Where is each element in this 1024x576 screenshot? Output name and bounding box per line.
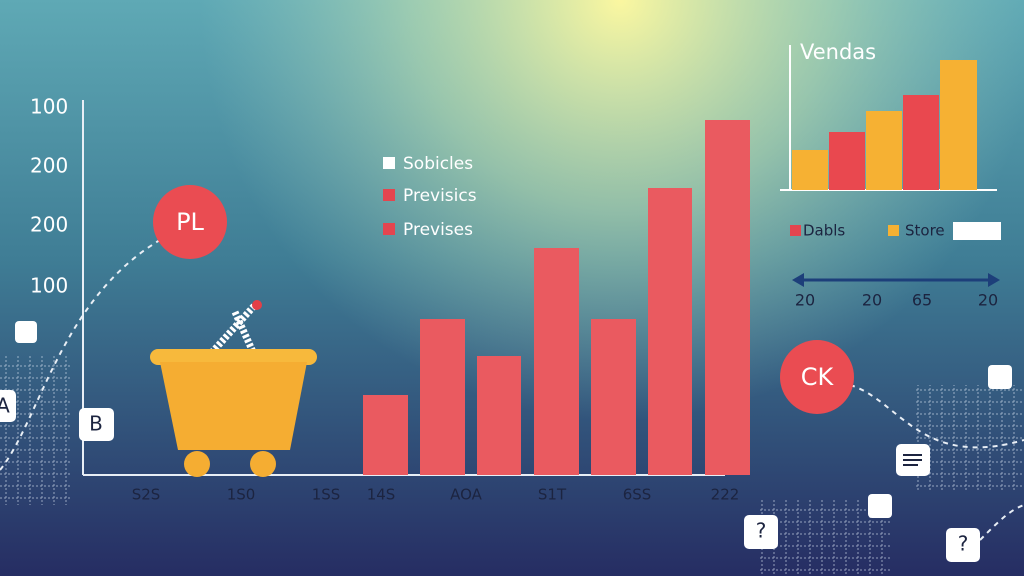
legend-swatch [383,189,395,201]
x-label: S1T [538,486,567,504]
basket-body [160,362,307,450]
bar [363,395,408,475]
legend-label: Sobicles [403,154,473,174]
inset-bar [792,150,828,190]
badge-box [744,515,778,549]
list-icon-lines [903,454,922,466]
legend-label: Previsics [403,186,477,206]
legend-swatch [383,223,395,235]
badge-box [946,528,980,562]
basket-wheel [184,451,210,477]
legend: Sobicles Previsics Previses [383,154,477,240]
scale-label: 65 [912,291,932,310]
inset-title: Vendas [800,40,876,64]
legend-label: Previses [403,220,473,240]
badge-circle [780,340,854,414]
x-label: 1SS [312,486,341,504]
basket-dot [252,300,262,310]
x-label: AOA [450,486,483,504]
y-label: 200 [30,154,68,178]
bars [363,120,750,475]
bar [534,248,579,475]
dashed-curve [849,384,1024,449]
legend-swatch [888,225,899,236]
dashed-curve [0,239,161,471]
badge-label: CK [801,363,835,391]
inset-bar [829,132,865,190]
inset-bar [866,111,902,190]
scale-label: 20 [862,291,882,310]
legend-swatch [790,225,801,236]
badge-label: ? [958,532,969,556]
scale-label: 20 [978,291,998,310]
y-label: 100 [30,95,68,119]
badge-label: PL [176,208,204,236]
square-icon [988,365,1012,389]
y-label: 200 [30,213,68,237]
y-label: 100 [30,274,68,298]
x-label: 222 [711,486,740,504]
scale-label: 20 [795,291,815,310]
bar [705,120,750,475]
bar [477,356,521,475]
grid-decoration [0,355,72,505]
x-label: S2S [132,486,161,504]
basket-handle [231,310,266,374]
badge-box [0,390,16,422]
badge-box [79,408,114,441]
basket-rim [150,349,317,365]
bar [648,188,692,475]
bar [591,319,636,475]
inset-scale: 20 20 65 20 [795,291,998,310]
badge-label: A [0,394,10,418]
square-icon [15,321,37,343]
x-axis-labels: S2S 1S0 1SS 14S AOA S1T 6SS 222 [132,486,740,504]
x-label: 14S [367,486,396,504]
y-axis-labels: 100 200 200 100 [30,95,68,298]
inset-legend: Dabls Store [790,222,1001,240]
inset-arrow [792,273,1000,287]
inset-bar [940,60,977,190]
dashed-curve [979,504,1024,541]
badge-circle [153,185,227,259]
grid-decoration [916,385,1024,490]
square-icon [868,494,892,518]
x-label: 1S0 [227,486,256,504]
legend-label: Store [905,222,945,240]
inset-bars [792,60,977,190]
legend-swatch [383,157,395,169]
inset-bar [903,95,939,190]
bar [420,319,465,475]
legend-box [953,222,1001,240]
legend-label: Dabls [803,222,845,240]
x-label: 6SS [623,486,652,504]
badge-label: ? [756,519,767,543]
basket-icon [150,300,317,477]
basket-wheel [250,451,276,477]
badge-label: B [89,412,103,436]
